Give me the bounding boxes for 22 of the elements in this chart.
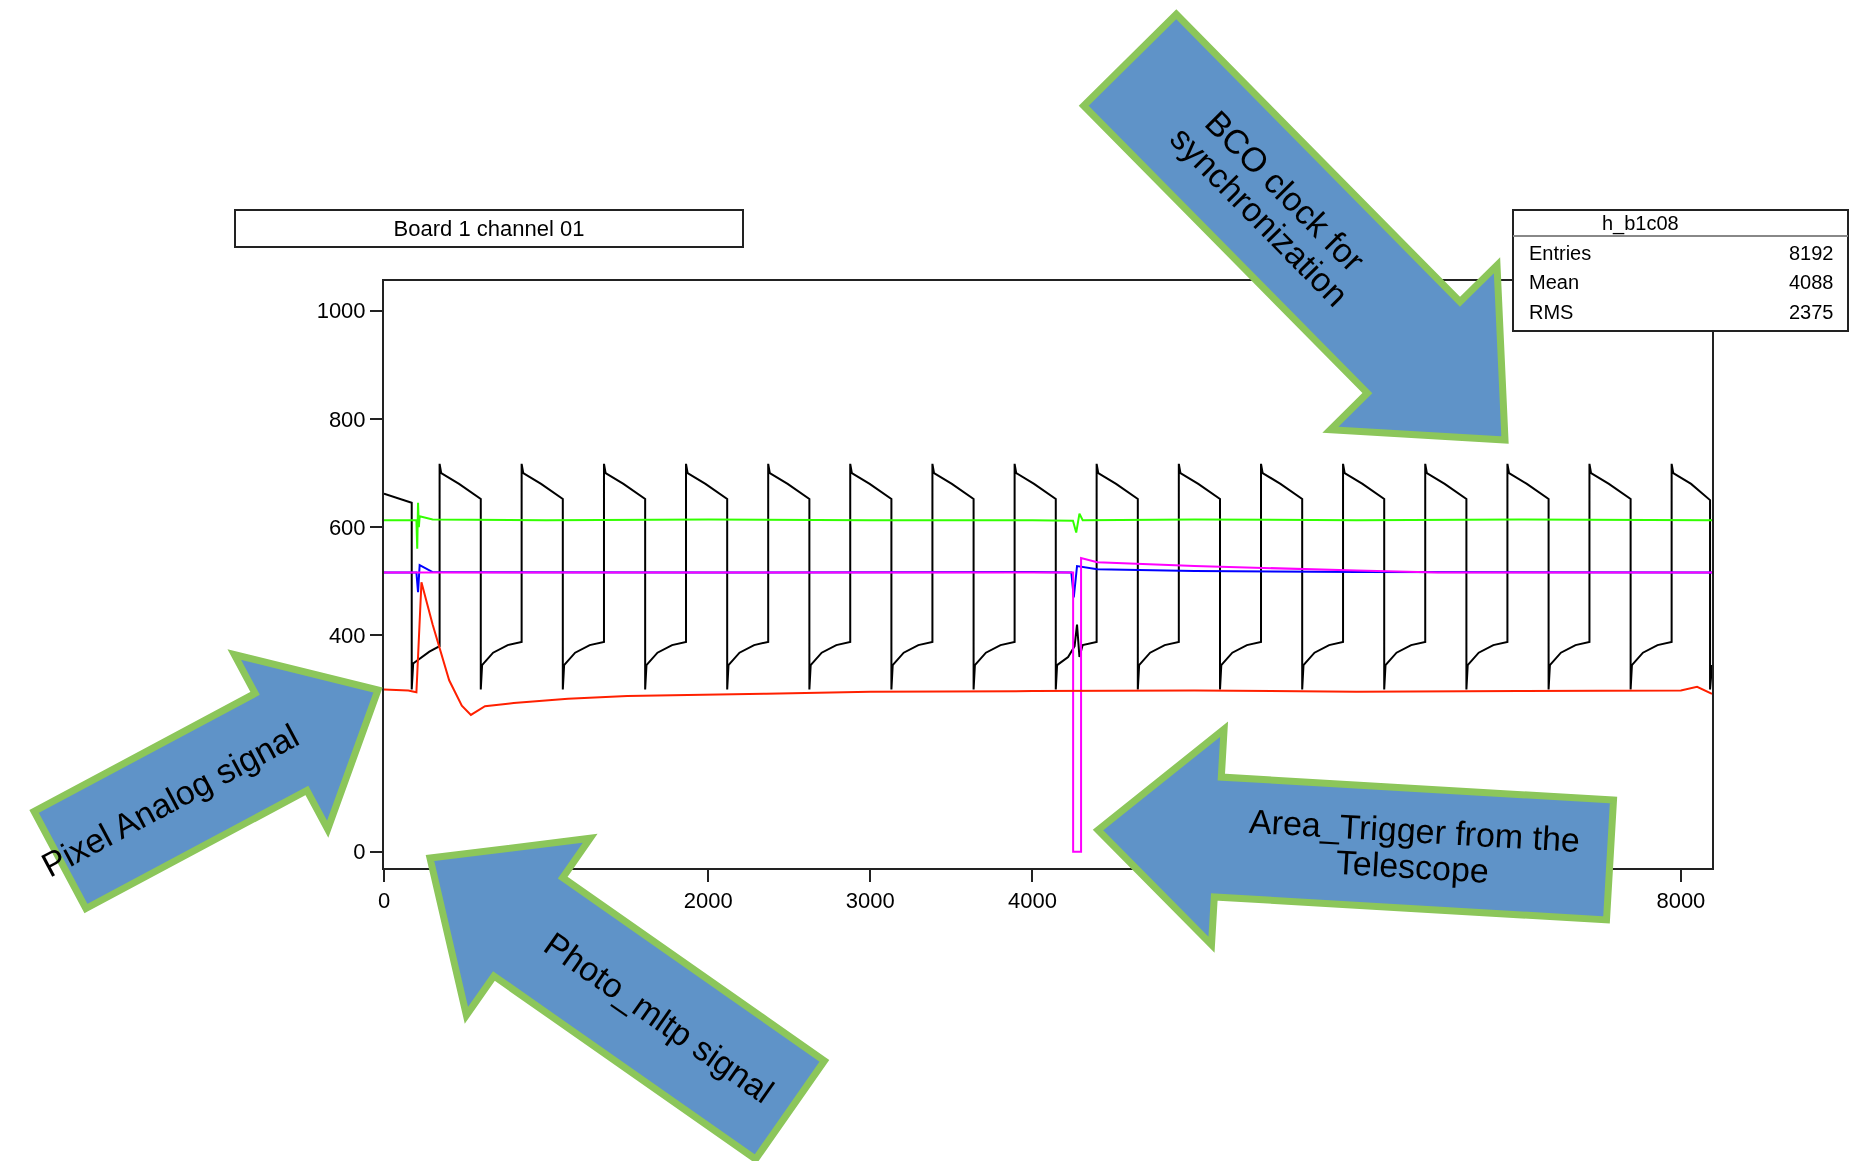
annotation: Area_Trigger from the Telescope bbox=[1247, 800, 1583, 891]
line-series bbox=[384, 581, 1712, 716]
y-tick-label: 0 bbox=[353, 839, 366, 865]
text: 8192 bbox=[1789, 242, 1834, 264]
text: 2375 bbox=[1789, 301, 1834, 323]
x-tick-label: 3000 bbox=[845, 888, 895, 914]
chart-title: Board 1 channel 01 bbox=[393, 215, 585, 241]
text: Entries bbox=[1529, 242, 1592, 264]
x-tick-label: 4000 bbox=[1007, 888, 1057, 914]
x-tick-label: 2000 bbox=[683, 888, 733, 914]
annotation: Mean bbox=[1529, 271, 1580, 293]
line-series bbox=[384, 462, 1712, 691]
x-tick-label: 0 bbox=[377, 888, 391, 914]
x-tick-label: 8000 bbox=[1656, 888, 1706, 914]
y-tick-label: 400 bbox=[328, 623, 366, 649]
line-series bbox=[384, 501, 1712, 550]
y-tick-label: 600 bbox=[328, 514, 366, 540]
text: h_b1c08 bbox=[1602, 212, 1679, 235]
y-tick-label: 800 bbox=[328, 406, 366, 432]
y-tick-label: 1000 bbox=[316, 298, 366, 324]
text: 4088 bbox=[1789, 271, 1834, 293]
annotation: RMS bbox=[1529, 301, 1574, 323]
